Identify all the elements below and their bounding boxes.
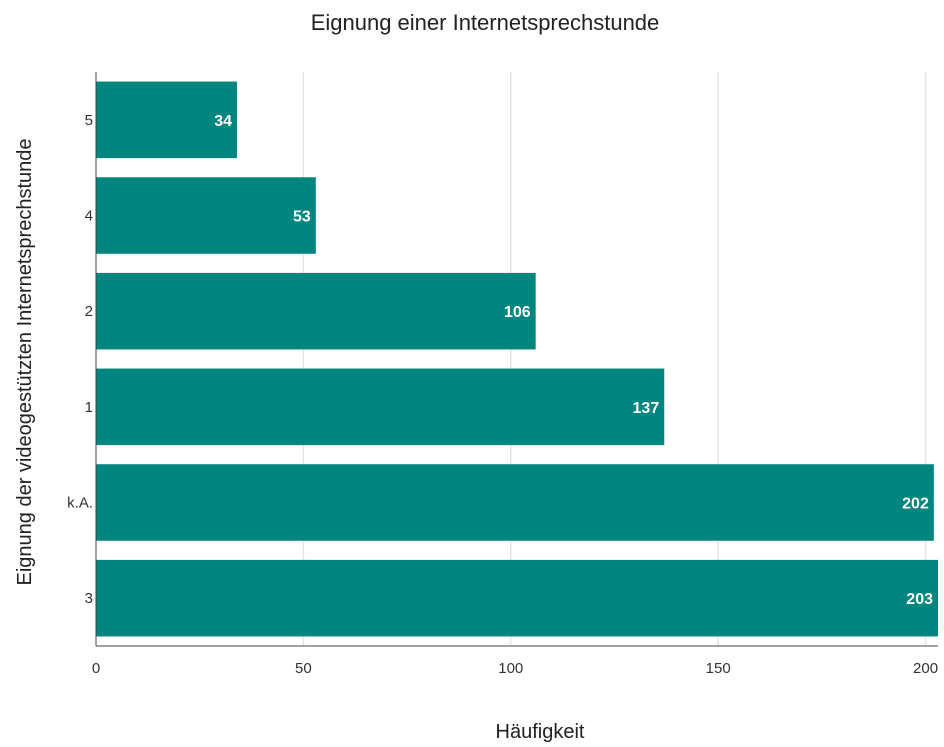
bar [96, 272, 536, 350]
x-tick-label: 100 [498, 660, 523, 677]
x-axis-label: Häufigkeit [496, 721, 585, 743]
bar [96, 368, 665, 446]
bar-value-label: 34 [214, 113, 232, 130]
x-tick-label: 150 [706, 660, 731, 677]
y-tick-label: 2 [85, 303, 93, 320]
bar-value-label: 106 [504, 304, 531, 321]
x-tick-labels: 0 50 100 150 200 [92, 660, 938, 677]
bar [96, 81, 238, 159]
y-tick-labels: 5 4 2 1 k.A. 3 [67, 112, 93, 607]
chart-title: Eignung einer Internetsprechstunde [311, 10, 660, 35]
bar-value-label: 137 [633, 400, 660, 417]
bar [96, 559, 938, 637]
bar-value-label: 203 [906, 591, 933, 608]
y-axis-label: Eignung der videogestützten Internetspre… [14, 139, 36, 586]
y-tick-label: 5 [85, 112, 93, 129]
x-tick-label: 50 [295, 660, 312, 677]
y-tick-label: 1 [85, 399, 93, 416]
y-tick-label: k.A. [67, 495, 93, 512]
y-tick-label: 4 [85, 208, 93, 225]
x-tick-label: 200 [913, 660, 938, 677]
bars [96, 81, 938, 637]
bar [96, 464, 934, 541]
bar [96, 177, 316, 254]
y-tick-label: 3 [85, 590, 93, 607]
bar-value-labels: 34 53 106 137 202 203 [214, 113, 933, 608]
bar-value-label: 202 [902, 496, 929, 513]
gridlines [302, 72, 927, 646]
x-tick-label: 0 [92, 660, 100, 677]
bar-value-label: 53 [293, 209, 311, 226]
